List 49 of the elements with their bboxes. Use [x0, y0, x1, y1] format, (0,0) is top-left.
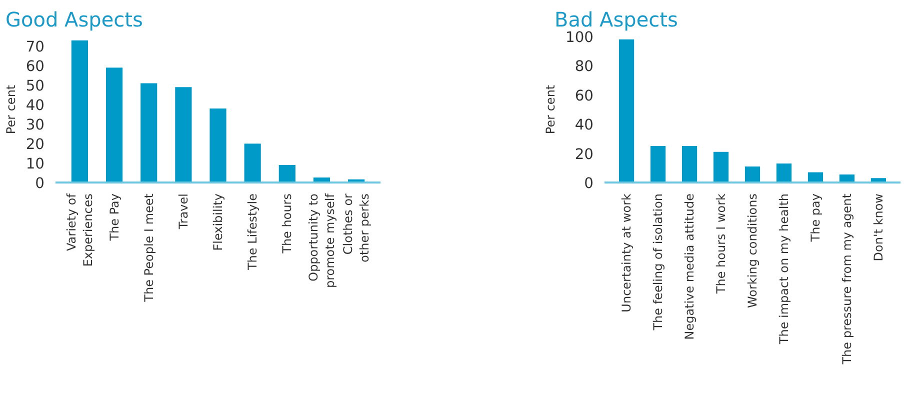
bar	[713, 152, 729, 182]
x-tick-label: Negative media attitude	[682, 193, 697, 340]
x-tick-label: The pressure from my agent	[840, 193, 854, 366]
x-tick-label: Opportunity to promote myself	[306, 192, 338, 288]
y-tick-label: 60	[574, 87, 594, 104]
x-tick-label: The People I meet	[142, 193, 156, 303]
y-tick-label: 0	[35, 175, 45, 192]
x-tick-label: The pay	[808, 193, 822, 243]
y-axis-title: Per cent	[544, 84, 558, 134]
bar	[682, 146, 698, 182]
y-tick-label: 50	[26, 78, 45, 95]
x-tick-label: Working conditions	[746, 193, 760, 308]
x-tick-label: The Pay	[107, 193, 122, 242]
x-tick-label: Flexibility	[211, 193, 225, 251]
bar	[71, 40, 88, 182]
x-tick-label: The impact on my health	[776, 193, 791, 346]
x-tick-label: The Lifestyle	[246, 193, 260, 272]
bar	[278, 164, 296, 182]
y-tick-label: 20	[574, 146, 594, 163]
bar	[140, 83, 158, 182]
y-tick-label: 100	[566, 29, 594, 46]
y-tick-label: 40	[574, 116, 594, 134]
bar	[210, 108, 226, 182]
bar	[175, 87, 192, 182]
bar	[744, 166, 760, 182]
y-tick-label: 20	[26, 136, 45, 154]
y-axis-title: Per cent	[4, 84, 18, 134]
y-tick-label: 10	[26, 156, 45, 173]
y-tick-label: 30	[26, 116, 45, 134]
y-tick-label: 70	[26, 38, 45, 56]
y-tick-label: 0	[584, 175, 594, 192]
x-tick-label: Uncertainty at work	[620, 193, 634, 312]
bar	[106, 68, 123, 182]
x-tick-label: The hours	[280, 193, 294, 254]
bar	[618, 39, 634, 182]
x-tick-label: Clothes or other perks	[340, 193, 372, 262]
x-tick-label: Don't know	[871, 193, 886, 262]
bar	[776, 164, 792, 182]
bar	[244, 144, 261, 182]
y-tick-label: 60	[26, 58, 45, 76]
x-tick-label: The hours I work	[714, 193, 728, 295]
y-tick-label: 40	[26, 97, 45, 114]
x-tick-label: The feeling of isolation	[651, 194, 666, 332]
bar	[650, 146, 666, 182]
y-tick-label: 80	[574, 58, 594, 76]
chart-title: Good Aspects	[6, 8, 143, 32]
x-tick-label: Travel	[176, 194, 190, 230]
chart-title: Bad Aspects	[554, 8, 678, 32]
x-tick-label: Variety of Experiences	[64, 192, 96, 267]
